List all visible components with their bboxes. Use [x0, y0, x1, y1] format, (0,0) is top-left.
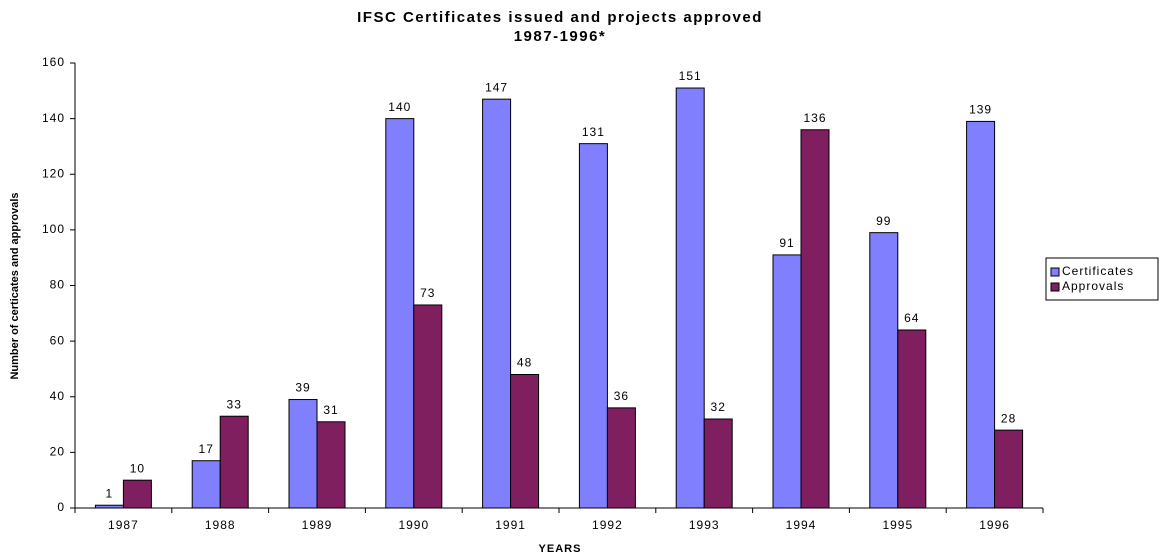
- legend-box: [1045, 257, 1159, 301]
- y-tick-label: 60: [50, 333, 65, 347]
- data-label: 151: [679, 69, 702, 83]
- data-label: 1: [106, 486, 114, 500]
- data-label: 147: [485, 80, 508, 94]
- chart-title: IFSC Certificates issued and projects ap…: [357, 9, 763, 26]
- x-tick-label: 1988: [205, 518, 236, 532]
- y-tick-label: 160: [42, 55, 65, 69]
- x-tick-label: 1991: [495, 518, 526, 532]
- bar: [772, 254, 802, 509]
- x-tick-label: 1989: [302, 518, 333, 532]
- legend-swatch: [1050, 267, 1060, 277]
- bar: [606, 407, 636, 509]
- bar: [482, 98, 512, 509]
- bar: [316, 421, 346, 509]
- data-label: 140: [388, 100, 411, 114]
- data-label: 73: [420, 286, 435, 300]
- y-axis-title: Number of certicates and approvals: [9, 192, 21, 379]
- bar: [122, 479, 152, 509]
- bar: [219, 415, 249, 509]
- y-tick-label: 20: [50, 445, 65, 459]
- data-label: 131: [582, 125, 605, 139]
- legend-swatch: [1050, 282, 1060, 292]
- data-label: 64: [904, 311, 919, 325]
- data-label: 32: [711, 400, 726, 414]
- x-tick-label: 1992: [592, 518, 623, 532]
- bar: [510, 374, 540, 509]
- bar: [869, 232, 899, 509]
- data-label: 36: [614, 389, 629, 403]
- x-tick-label: 1993: [689, 518, 720, 532]
- bar: [385, 118, 415, 509]
- data-label: 33: [227, 397, 242, 411]
- chart-subtitle: 1987-1996*: [514, 28, 607, 45]
- legend-label: Certificates: [1062, 264, 1134, 278]
- y-tick-label: 40: [50, 389, 65, 403]
- x-tick-label: 1994: [786, 518, 817, 532]
- y-tick-label: 0: [57, 500, 65, 514]
- bar: [191, 460, 221, 509]
- data-label: 17: [199, 442, 214, 456]
- data-label: 39: [295, 381, 310, 395]
- bar: [897, 329, 927, 509]
- data-label: 136: [803, 111, 826, 125]
- y-tick-label: 120: [42, 166, 65, 180]
- data-label: 139: [969, 103, 992, 117]
- x-axis-title: YEARS: [539, 543, 582, 555]
- bar: [578, 143, 608, 509]
- data-label: 31: [323, 403, 338, 417]
- data-label: 99: [876, 214, 891, 228]
- x-tick-label: 1996: [979, 518, 1010, 532]
- data-label: 10: [130, 461, 145, 475]
- y-tick-label: 100: [42, 222, 65, 236]
- data-label: 91: [779, 236, 794, 250]
- y-tick-label: 140: [42, 111, 65, 125]
- bar: [800, 129, 830, 509]
- legend-label: Approvals: [1062, 279, 1124, 293]
- bar: [675, 87, 705, 509]
- data-label: 28: [1001, 411, 1016, 425]
- bar: [94, 504, 124, 509]
- y-tick-label: 80: [50, 278, 65, 292]
- bar: [703, 418, 733, 509]
- data-label: 48: [517, 356, 532, 370]
- bar: [966, 120, 996, 509]
- bar: [288, 399, 318, 509]
- bar: [413, 304, 443, 509]
- x-tick-label: 1995: [882, 518, 913, 532]
- x-tick-label: 1987: [108, 518, 139, 532]
- bar: [994, 429, 1024, 509]
- x-tick-label: 1990: [398, 518, 429, 532]
